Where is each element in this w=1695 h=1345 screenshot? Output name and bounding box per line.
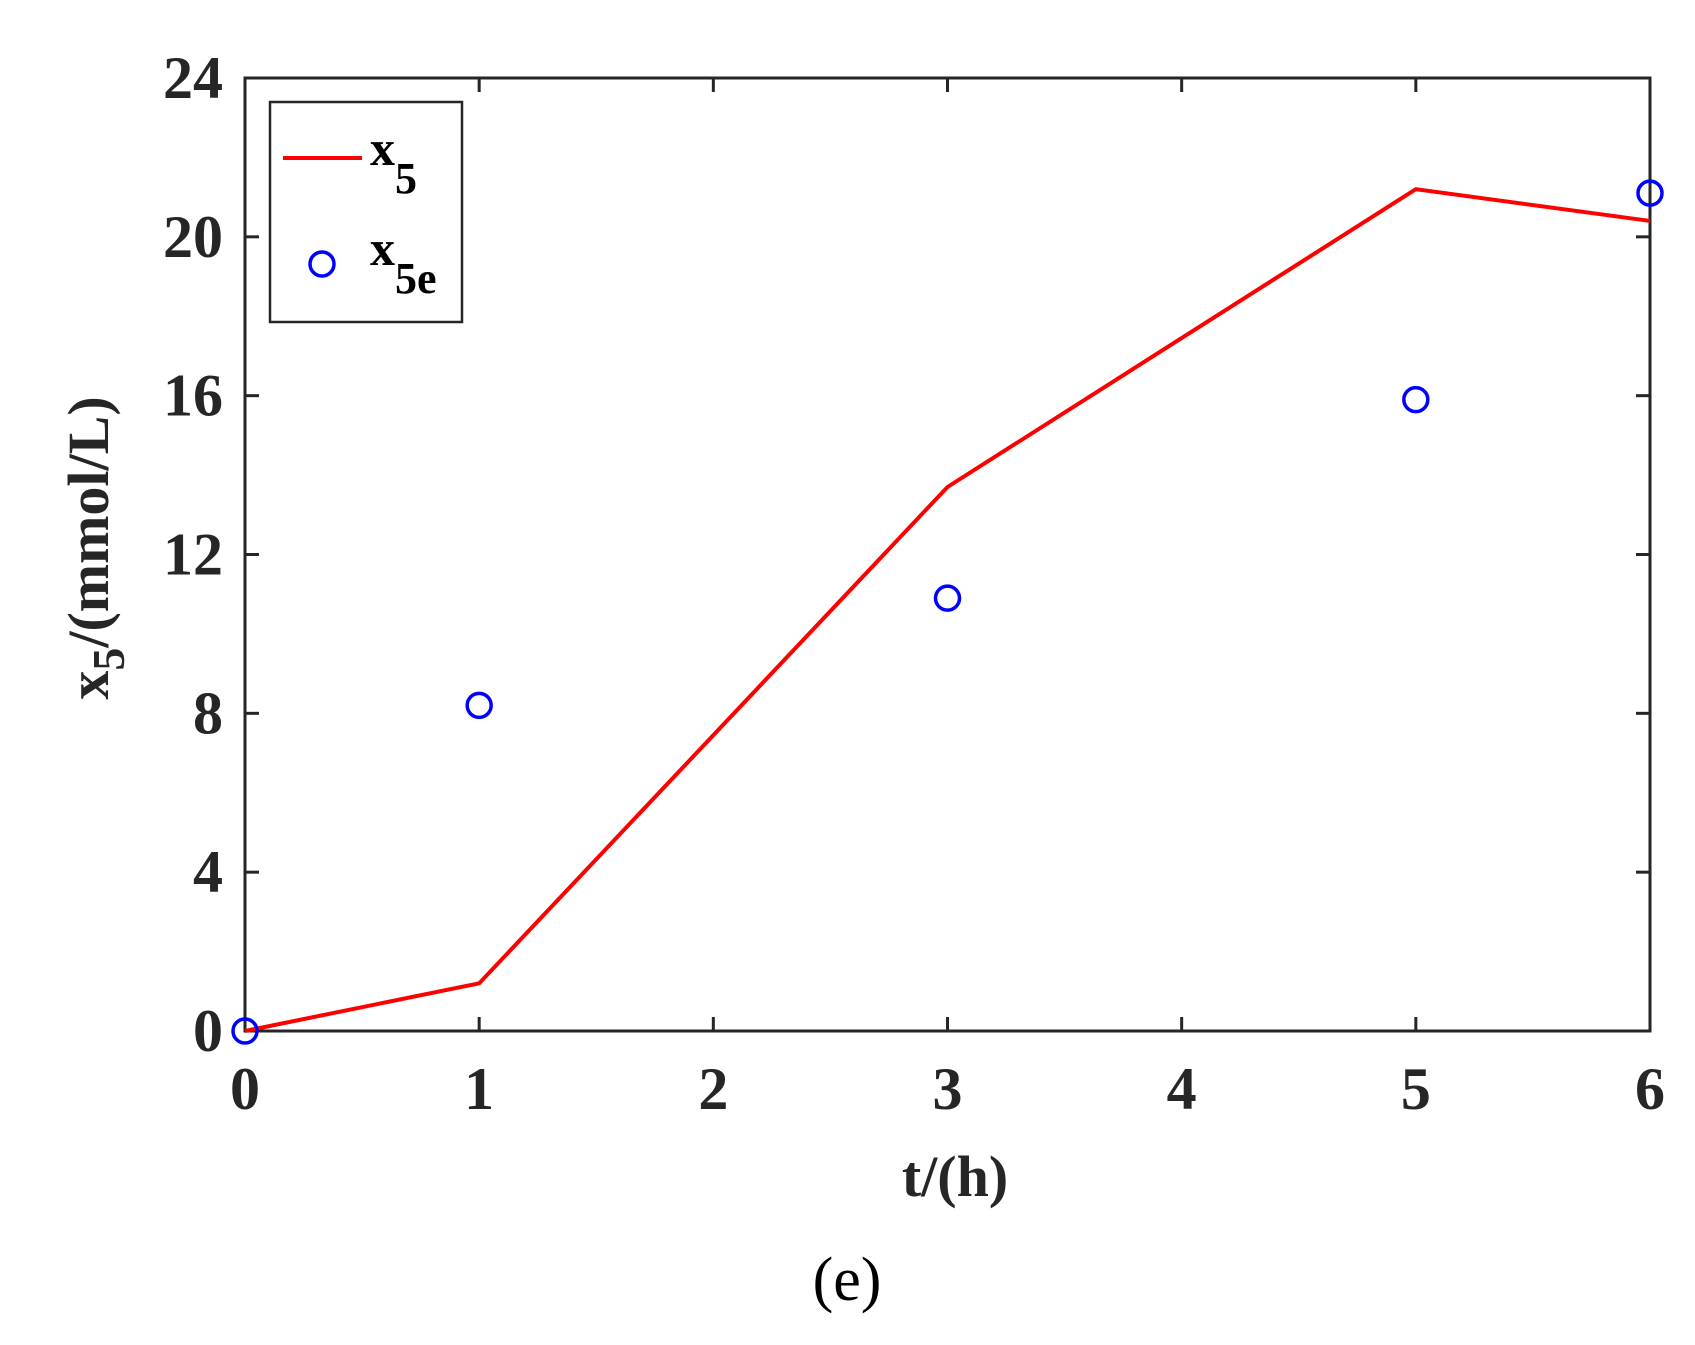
series-line-x5 <box>244 187 1651 1033</box>
scatter-point-x5e <box>1636 179 1664 207</box>
x-tick-label: 2 <box>698 1056 728 1122</box>
x-tick-label: 6 <box>1635 1056 1665 1122</box>
legend-marker-swatch <box>308 250 336 278</box>
scatter-point-x5e <box>231 1017 259 1045</box>
x-tick-label: 1 <box>464 1056 494 1122</box>
scatter-point-x5e <box>1402 385 1430 414</box>
legend-entry-scatter: x5e <box>370 220 437 303</box>
y-axis-ticks: 0 4 8 12 16 20 24 <box>163 45 1650 1064</box>
x-tick-label: 5 <box>1401 1056 1431 1122</box>
panel-label: (e) <box>813 1246 882 1314</box>
y-tick-label: 12 <box>163 522 223 588</box>
y-tick-label: 8 <box>193 680 223 746</box>
y-axis-title-main: x <box>56 671 121 700</box>
x-axis-ticks: 0 1 2 3 4 5 6 <box>230 78 1665 1122</box>
legend-entry-scatter-sub: 5e <box>395 254 437 303</box>
legend: x5 x5e <box>268 100 464 324</box>
series-layer <box>231 179 1664 1045</box>
legend-entry-scatter-main: x <box>370 220 395 276</box>
x-tick-label: 3 <box>933 1056 963 1122</box>
y-tick-label: 4 <box>193 839 223 905</box>
legend-box <box>268 100 464 324</box>
scatter-point-x5e <box>933 584 962 612</box>
y-tick-label: 20 <box>163 204 223 270</box>
y-tick-label: 24 <box>163 45 223 111</box>
x-tick-label: 0 <box>230 1056 260 1122</box>
y-axis-title: x5/(mmol/L) <box>56 396 134 699</box>
y-axis-title-sub: 5 <box>83 648 134 671</box>
x-tick-label: 4 <box>1167 1056 1197 1122</box>
x-axis-title: t/(h) <box>902 1144 1008 1209</box>
legend-entry-line: x5 <box>370 120 417 203</box>
svg-text:x5/(mmol/L): x5/(mmol/L) <box>56 396 134 699</box>
y-tick-label: 0 <box>193 998 223 1064</box>
y-axis-title-rest: /(mmol/L) <box>56 396 121 648</box>
scatter-point-x5e <box>465 691 493 720</box>
legend-entry-line-main: x <box>370 120 395 176</box>
y-tick-label: 16 <box>163 363 223 429</box>
legend-entry-line-sub: 5 <box>395 154 417 203</box>
